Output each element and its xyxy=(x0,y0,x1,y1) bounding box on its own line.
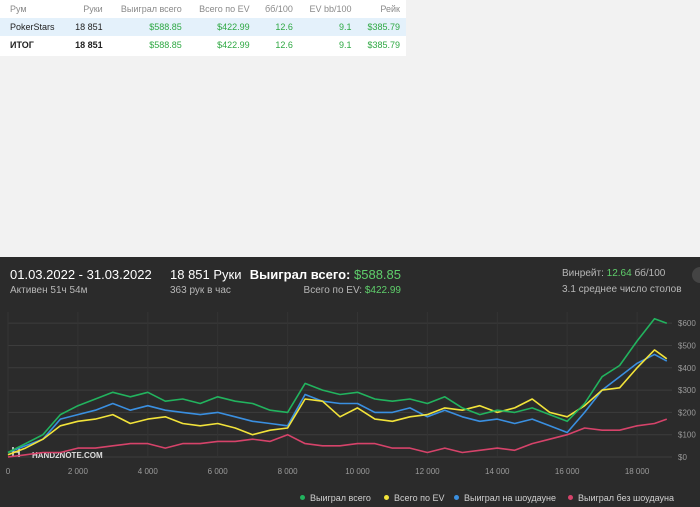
legend-label-ev: Всего по EV xyxy=(394,493,445,503)
results-graph-panel: 01.03.2022 - 31.03.2022 Активен 51ч 54м … xyxy=(0,257,700,507)
legend-label-won: Выиграл всего xyxy=(310,493,371,503)
y-axis-ticks: $0 $100 $200 $300 $400 $500 $600 xyxy=(678,319,696,462)
x-tick-label: 18 000 xyxy=(625,467,650,476)
y-tick-label: $100 xyxy=(678,431,696,440)
y-tick-label: $600 xyxy=(678,319,696,328)
table-header-row: Рум Руки Выиграл всего Всего по EV бб/10… xyxy=(0,0,406,18)
watermark-text: HAND2NOTE.COM xyxy=(32,451,103,460)
legend-dot-nonshowdown xyxy=(568,495,573,501)
x-tick-label: 16 000 xyxy=(555,467,580,476)
cell-ev-total: $422.99 xyxy=(187,18,256,36)
won-total-value: $588.85 xyxy=(354,267,401,282)
table-total-row: ИТОГ 18 851 $588.85 $422.99 12.6 9.1 $38… xyxy=(0,36,406,54)
x-tick-label: 14 000 xyxy=(485,467,510,476)
won-total-stat: Выиграл всего: $588.85 xyxy=(250,267,401,282)
winrate-unit: бб/100 xyxy=(634,268,666,279)
room-stats-table: Рум Руки Выиграл всего Всего по EV бб/10… xyxy=(0,0,406,54)
series-line-showdown xyxy=(7,353,668,454)
ev-total-value: $422.99 xyxy=(364,285,401,296)
cell-won-total: $588.85 xyxy=(149,40,182,50)
cell-rake: $385.79 xyxy=(367,40,400,50)
legend-label-nonshowdown: Выиграл без шоудауна xyxy=(578,493,674,503)
active-time: Активен 51ч 54м xyxy=(10,285,88,296)
y-tick-label: $500 xyxy=(678,341,696,350)
column-header-room[interactable]: Рум xyxy=(10,4,27,14)
won-total-label: Выиграл всего: xyxy=(249,267,351,282)
x-axis-ticks: 0 2 000 4 000 6 000 8 000 10 000 12 000 14 000 1… xyxy=(6,467,650,476)
chart-series xyxy=(7,317,668,458)
room-stats-table-panel: Рум Руки Выиграл всего Всего по EV бб/10… xyxy=(0,0,406,56)
cell-ev-total: $422.99 xyxy=(217,40,250,50)
x-tick-label: 2 000 xyxy=(68,467,89,476)
column-header-hands[interactable]: Руки xyxy=(83,4,103,14)
column-header-ev-bb100[interactable]: EV bb/100 xyxy=(309,4,352,14)
cell-room: PokerStars xyxy=(0,18,66,36)
results-line-chart: $0 $100 $200 $300 $400 $500 $600 0 2 000 4 000 6 … xyxy=(6,312,696,476)
legend-label-showdown: Выиграл на шоудауне xyxy=(464,493,556,503)
hands-per-hour: 363 рук в час xyxy=(170,285,231,296)
column-header-ev-total[interactable]: Всего по EV xyxy=(199,4,250,14)
series-line-ev xyxy=(7,349,668,456)
column-header-won-total[interactable]: Выиграл всего xyxy=(120,4,182,14)
cell-bb100: 12.6 xyxy=(255,18,299,36)
x-tick-label: 12 000 xyxy=(415,467,440,476)
series-line-won xyxy=(7,317,668,454)
legend-item-won[interactable]: Выиграл всего xyxy=(300,493,371,503)
cell-room: ИТОГ xyxy=(10,40,34,50)
y-tick-label: $400 xyxy=(678,364,696,373)
y-tick-label: $0 xyxy=(678,453,687,462)
cell-ev-bb100: 9.1 xyxy=(339,40,352,50)
table-row[interactable]: PokerStars 18 851 $588.85 $422.99 12.6 9… xyxy=(0,18,406,36)
legend-dot-won xyxy=(300,495,305,501)
x-tick-label: 4 000 xyxy=(138,467,159,476)
cell-bb100: 12.6 xyxy=(275,40,293,50)
legend-item-ev[interactable]: Всего по EV xyxy=(384,493,444,503)
cell-hands: 18 851 xyxy=(65,18,109,36)
ev-total-stat: Всего по EV: $422.99 xyxy=(304,285,401,296)
cell-ev-bb100: 9.1 xyxy=(298,18,358,36)
y-tick-label: $300 xyxy=(678,386,696,395)
x-tick-label: 6 000 xyxy=(208,467,229,476)
y-tick-label: $200 xyxy=(678,408,696,417)
x-tick-label: 10 000 xyxy=(345,467,370,476)
cell-won-total: $588.85 xyxy=(108,18,188,36)
winrate-label: Винрейт: xyxy=(562,268,604,279)
legend-item-nonshowdown[interactable]: Выиграл без шоудауна xyxy=(568,493,674,503)
winrate-value: 12.64 xyxy=(606,268,632,279)
legend-dot-ev xyxy=(384,495,389,501)
series-line-nonshowdown xyxy=(7,418,668,458)
chart-grid xyxy=(7,312,672,458)
x-tick-label: 0 xyxy=(6,467,11,476)
cell-hands: 18 851 xyxy=(75,40,103,50)
legend-dot-showdown xyxy=(454,495,459,501)
x-tick-label: 8 000 xyxy=(278,467,299,476)
winrate-stat: Винрейт: 12.64 бб/100 xyxy=(562,268,665,279)
gear-icon[interactable] xyxy=(692,267,700,283)
cell-rake: $385.79 xyxy=(357,18,406,36)
hands-count: 18 851 Руки xyxy=(170,267,242,282)
date-range: 01.03.2022 - 31.03.2022 xyxy=(10,267,152,282)
legend-item-showdown[interactable]: Выиграл на шоудауне xyxy=(454,493,556,503)
ev-total-label: Всего по EV: xyxy=(303,285,363,296)
avg-tables: 3.1 среднее число столов xyxy=(562,284,682,295)
column-header-bb100[interactable]: бб/100 xyxy=(265,4,293,14)
column-header-rake[interactable]: Рейк xyxy=(380,4,400,14)
